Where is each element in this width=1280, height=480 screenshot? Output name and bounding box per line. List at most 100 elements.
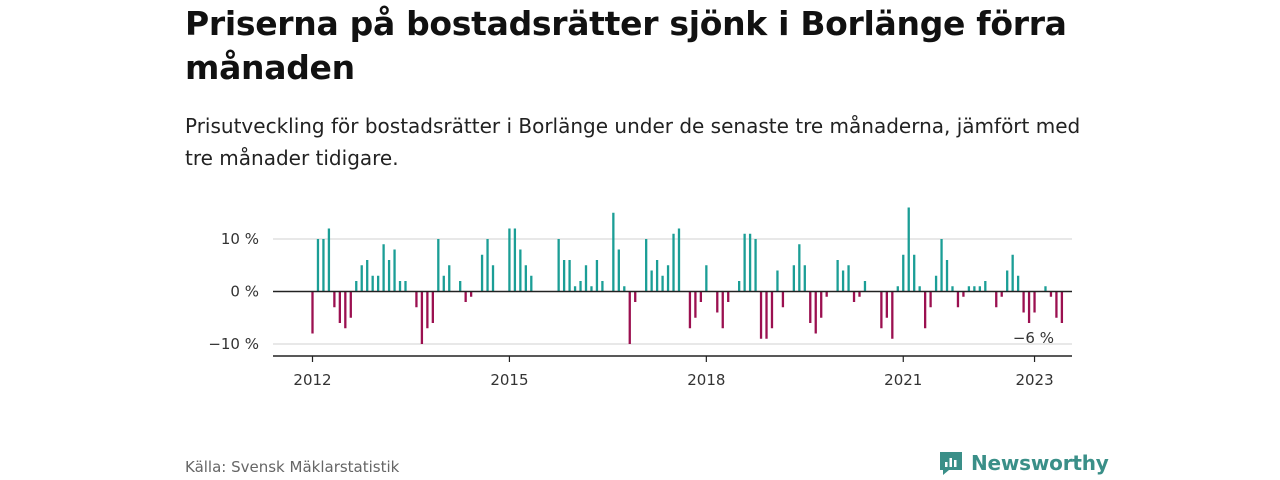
bar [513, 228, 517, 292]
bar [770, 291, 774, 329]
bar [601, 281, 604, 292]
bar [781, 291, 785, 308]
x-tick-label: 2012 [293, 371, 331, 389]
bar [852, 291, 856, 302]
y-tick-label: 0 % [230, 283, 259, 301]
bar [978, 286, 981, 292]
bar [645, 239, 648, 292]
bar [727, 291, 730, 302]
bar [1006, 270, 1009, 292]
bar [759, 291, 763, 339]
bar [426, 291, 429, 329]
bar [688, 291, 692, 329]
bar [1060, 291, 1064, 323]
bar [863, 281, 867, 292]
bar [721, 291, 724, 329]
bar [743, 233, 746, 292]
bar [1022, 291, 1025, 313]
bar [508, 228, 511, 292]
bar [437, 239, 440, 292]
bar [360, 265, 363, 292]
bar [956, 291, 960, 308]
bar [628, 291, 631, 344]
bar [338, 291, 341, 323]
y-tick-label: 10 % [221, 230, 259, 248]
bar [841, 270, 845, 292]
bar [814, 291, 817, 334]
bar [716, 291, 719, 313]
bar [415, 291, 418, 308]
bar [1027, 291, 1031, 323]
bar [557, 239, 560, 292]
bar [661, 275, 664, 292]
bar [376, 275, 380, 292]
bar [880, 291, 883, 329]
bar [907, 207, 910, 292]
axes [273, 290, 1072, 362]
bar [677, 228, 681, 292]
bar [398, 281, 402, 292]
bar [590, 286, 593, 292]
bar [1011, 254, 1014, 292]
bar [404, 281, 407, 292]
bar [1000, 291, 1003, 297]
bar [333, 291, 336, 308]
bar [584, 265, 588, 292]
bar [1016, 275, 1020, 292]
bar [902, 254, 905, 292]
bar [754, 239, 757, 292]
bar [524, 265, 527, 292]
x-tick-label: 2018 [687, 371, 725, 389]
bar [694, 291, 697, 318]
bar [967, 286, 971, 292]
bar [748, 233, 752, 292]
bar [820, 291, 823, 318]
bar [448, 265, 451, 292]
bar [885, 291, 888, 318]
x-tick-label: 2023 [1015, 371, 1053, 389]
bar [984, 281, 987, 292]
bar [612, 212, 615, 292]
logo-text: Newsworthy [971, 451, 1109, 475]
chart-title: Priserna på bostadsrätter sjönk i Borlän… [185, 4, 1067, 87]
newsworthy-logo-icon [940, 452, 962, 475]
bar [327, 228, 331, 292]
bar [765, 291, 768, 339]
bar [316, 239, 320, 292]
bar [705, 265, 708, 292]
bar [617, 249, 620, 292]
bar [491, 265, 495, 292]
bar [929, 291, 932, 308]
bar [420, 291, 424, 344]
bar [891, 291, 894, 339]
bar [1055, 291, 1058, 318]
x-tick-label: 2015 [490, 371, 528, 389]
bar [623, 286, 626, 292]
bar [825, 291, 828, 297]
bar [530, 275, 533, 292]
bar [459, 281, 462, 292]
bar [666, 265, 670, 292]
bar [387, 260, 391, 292]
bar [913, 254, 916, 292]
bar [803, 265, 806, 292]
bar [634, 291, 637, 302]
chart-subtitle: Prisutveckling för bostadsrätter i Borlä… [185, 114, 1081, 170]
bar [973, 286, 976, 292]
bar [486, 239, 489, 292]
bar [995, 291, 998, 308]
bar [371, 275, 374, 292]
bar [562, 260, 566, 292]
y-tick-label: −10 % [208, 335, 259, 353]
bar [918, 286, 921, 292]
bar [858, 291, 861, 297]
bar [809, 291, 812, 323]
bar [847, 265, 850, 292]
bar [355, 281, 358, 292]
bar [896, 286, 899, 292]
bar [519, 249, 522, 292]
x-tick-label: 2021 [884, 371, 922, 389]
tick-labels: 10 % 0 % −10 % 2012 2015 2018 2021 2023 −6 % [208, 230, 1054, 389]
bar [962, 291, 965, 297]
bar [469, 291, 473, 297]
